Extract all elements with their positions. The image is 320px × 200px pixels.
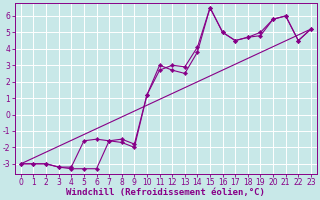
X-axis label: Windchill (Refroidissement éolien,°C): Windchill (Refroidissement éolien,°C) <box>67 188 265 197</box>
